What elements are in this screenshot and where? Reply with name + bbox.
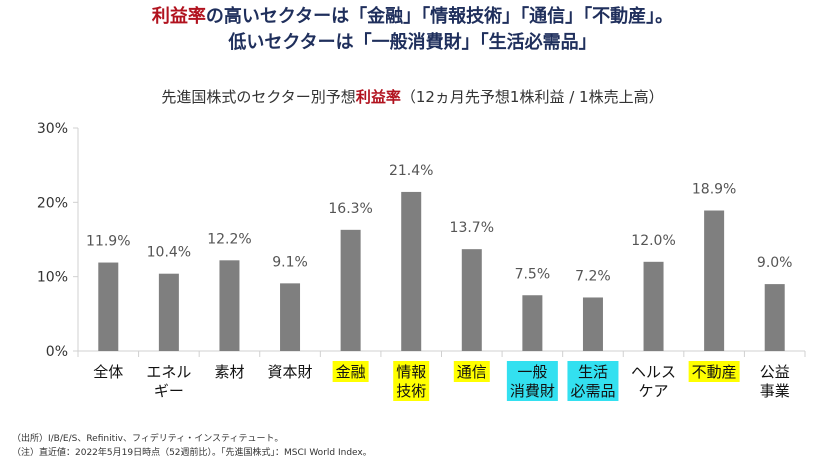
x-tick-label: ギー (154, 382, 184, 400)
headline-rest: の高いセクターは「金融」「情報技術」「通信」「不動産」。 (205, 6, 674, 27)
y-tick-label: 20% (37, 195, 68, 211)
category-highlight (567, 361, 619, 401)
category-highlight (506, 361, 558, 401)
bar (522, 295, 543, 351)
x-tick-label: 事業 (760, 382, 790, 400)
bar (704, 210, 725, 351)
bar (401, 191, 422, 351)
bar (643, 261, 664, 351)
data-label: 7.5% (515, 266, 551, 282)
data-label: 18.9% (692, 182, 736, 198)
x-tick-label: 技術 (396, 382, 426, 400)
bar (764, 284, 785, 351)
data-label: 10.4% (147, 245, 191, 261)
bar (461, 249, 482, 351)
data-label: 13.7% (450, 220, 494, 236)
headline-accent: 利益率 (151, 6, 206, 27)
data-label: 11.9% (86, 234, 130, 250)
data-label: 9.0% (757, 255, 793, 271)
data-label: 21.4% (389, 163, 433, 179)
x-tick-label: 全体 (93, 363, 123, 381)
headline-line-2: 低いセクターは「一般消費財」「生活必需品」 (228, 32, 597, 53)
bar (340, 229, 361, 351)
chart-title-accent: 利益率 (355, 88, 401, 106)
x-tick-label: ヘルス (631, 363, 676, 381)
x-tick-label: 資本財 (268, 363, 313, 381)
source-note: （出所）I/B/E/S、Refinitiv、フィデリティ・インスティテュート。 (12, 434, 284, 444)
x-tick-label: 素材 (214, 363, 244, 381)
y-tick-label: 10% (37, 270, 68, 286)
x-tick-label: 生活 (578, 363, 608, 381)
category-highlight (453, 361, 490, 382)
headline-line-1: 利益率の高いセクターは「金融」「情報技術」「通信」「不動産」。 (0, 5, 825, 29)
x-tick-label: 一般 (517, 363, 547, 381)
footnote: （注）直近値：2022年5月19日時点（52週前比）。「先進国株式」：MSCI … (12, 448, 372, 458)
x-tick-label: 不動産 (692, 363, 737, 381)
data-label: 9.1% (272, 254, 308, 270)
y-tick-label: 0% (46, 344, 68, 360)
chart-title-part-1: 先進国株式のセクター別予想 (161, 88, 356, 106)
x-tick-label: 必需品 (570, 382, 615, 400)
bar (582, 297, 603, 351)
x-tick-label: 金融 (336, 363, 366, 381)
category-highlight (332, 361, 369, 382)
data-label: 7.2% (575, 268, 611, 284)
chart-title: 先進国株式のセクター別予想利益率（12ヵ月先予想1株利益 / 1株売上高） (0, 86, 825, 107)
bar (98, 262, 119, 351)
bar (158, 273, 179, 351)
chart-title-part-3: （12ヵ月先予想1株利益 / 1株売上高） (400, 88, 664, 106)
x-tick-label: 公益 (760, 363, 790, 381)
bar (280, 283, 301, 351)
x-tick-label: 通信 (457, 363, 487, 381)
data-label: 12.2% (207, 231, 251, 247)
y-tick-label: 30% (37, 121, 68, 137)
x-tick-label: ケア (639, 382, 669, 400)
x-tick-label: 消費財 (510, 382, 555, 400)
category-highlight (688, 361, 740, 382)
category-highlight (393, 361, 430, 401)
x-tick-label: エネル (146, 363, 191, 381)
x-tick-label: 情報 (396, 363, 426, 381)
data-label: 12.0% (631, 233, 675, 249)
data-label: 16.3% (328, 201, 372, 217)
bar (219, 260, 240, 351)
